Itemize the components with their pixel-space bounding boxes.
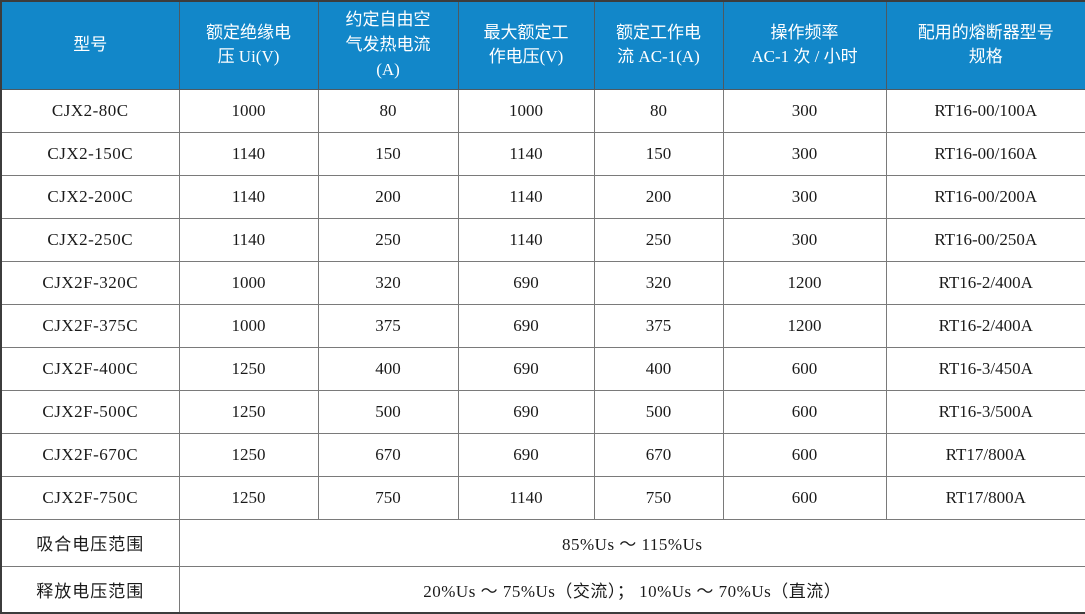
cell-max-working-voltage: 1140: [457, 217, 595, 262]
cell-working-current: 400: [593, 346, 724, 391]
table-body: CJX2-80C 1000 80 1000 80 300 RT16-00/100…: [0, 88, 1085, 520]
cell-thermal-current: 250: [317, 217, 459, 262]
column-header-working-current: 额定工作电 流 AC-1(A): [593, 0, 724, 90]
column-header-model: 型号: [0, 0, 180, 90]
cell-insulation-voltage: 1000: [178, 260, 319, 305]
cell-thermal-current: 150: [317, 131, 459, 176]
cell-model: CJX2F-670C: [0, 432, 180, 477]
cell-insulation-voltage: 1250: [178, 432, 319, 477]
table-row: CJX2F-375C 1000 375 690 375 1200 RT16-2/…: [0, 303, 1085, 348]
cell-model: CJX2-250C: [0, 217, 180, 262]
table-row: CJX2F-320C 1000 320 690 320 1200 RT16-2/…: [0, 260, 1085, 305]
cell-max-working-voltage: 690: [457, 303, 595, 348]
cell-thermal-current: 670: [317, 432, 459, 477]
cell-insulation-voltage: 1250: [178, 475, 319, 520]
cell-model: CJX2-80C: [0, 88, 180, 133]
cell-thermal-current: 500: [317, 389, 459, 434]
table-footer: 吸合电压范围 85%Us ～ 115%Us 释放电压范围 20%Us ～ 75%…: [0, 518, 1085, 614]
cell-operating-frequency: 1200: [722, 260, 887, 305]
cell-model: CJX2F-320C: [0, 260, 180, 305]
cell-working-current: 200: [593, 174, 724, 219]
cell-thermal-current: 375: [317, 303, 459, 348]
cell-operating-frequency: 600: [722, 432, 887, 477]
cell-max-working-voltage: 1000: [457, 88, 595, 133]
column-header-operating-frequency: 操作频率 AC-1 次 / 小时: [722, 0, 887, 90]
table-row: CJX2-150C 1140 150 1140 150 300 RT16-00/…: [0, 131, 1085, 176]
cell-working-current: 80: [593, 88, 724, 133]
cell-insulation-voltage: 1140: [178, 174, 319, 219]
cell-insulation-voltage: 1250: [178, 389, 319, 434]
cell-working-current: 150: [593, 131, 724, 176]
cell-thermal-current: 200: [317, 174, 459, 219]
cell-max-working-voltage: 1140: [457, 174, 595, 219]
cell-fuse-spec: RT16-3/500A: [885, 389, 1085, 434]
cell-fuse-spec: RT16-00/250A: [885, 217, 1085, 262]
cell-model: CJX2F-750C: [0, 475, 180, 520]
cell-insulation-voltage: 1140: [178, 131, 319, 176]
cell-insulation-voltage: 1250: [178, 346, 319, 391]
release-voltage-label: 释放电压范围: [0, 565, 180, 614]
cell-insulation-voltage: 1000: [178, 88, 319, 133]
table-row: CJX2F-400C 1250 400 690 400 600 RT16-3/4…: [0, 346, 1085, 391]
pickup-voltage-label: 吸合电压范围: [0, 518, 180, 567]
cell-max-working-voltage: 690: [457, 346, 595, 391]
cell-insulation-voltage: 1140: [178, 217, 319, 262]
cell-max-working-voltage: 1140: [457, 131, 595, 176]
cell-max-working-voltage: 690: [457, 432, 595, 477]
table-row: CJX2-200C 1140 200 1140 200 300 RT16-00/…: [0, 174, 1085, 219]
table-row: CJX2F-500C 1250 500 690 500 600 RT16-3/5…: [0, 389, 1085, 434]
pickup-voltage-value: 85%Us ～ 115%Us: [178, 518, 1085, 567]
release-voltage-value: 20%Us ～ 75%Us（交流）； 10%Us ～ 70%Us（直流）: [178, 565, 1085, 614]
cell-max-working-voltage: 690: [457, 389, 595, 434]
cell-thermal-current: 80: [317, 88, 459, 133]
cell-operating-frequency: 300: [722, 131, 887, 176]
cell-model: CJX2F-400C: [0, 346, 180, 391]
cell-fuse-spec: RT16-2/400A: [885, 260, 1085, 305]
column-header-fuse-spec: 配用的熔断器型号 规格: [885, 0, 1085, 90]
pickup-voltage-row: 吸合电压范围 85%Us ～ 115%Us: [0, 518, 1085, 567]
cell-working-current: 500: [593, 389, 724, 434]
cell-model: CJX2F-500C: [0, 389, 180, 434]
cell-operating-frequency: 1200: [722, 303, 887, 348]
cell-model: CJX2-150C: [0, 131, 180, 176]
cell-working-current: 750: [593, 475, 724, 520]
cell-fuse-spec: RT16-00/100A: [885, 88, 1085, 133]
cell-operating-frequency: 600: [722, 389, 887, 434]
cell-fuse-spec: RT16-00/200A: [885, 174, 1085, 219]
release-voltage-row: 释放电压范围 20%Us ～ 75%Us（交流）； 10%Us ～ 70%Us（…: [0, 565, 1085, 614]
table-row: CJX2F-670C 1250 670 690 670 600 RT17/800…: [0, 432, 1085, 477]
cell-fuse-spec: RT16-3/450A: [885, 346, 1085, 391]
column-header-max-working-voltage: 最大额定工 作电压(V): [457, 0, 595, 90]
cell-working-current: 670: [593, 432, 724, 477]
cell-operating-frequency: 600: [722, 346, 887, 391]
cell-working-current: 320: [593, 260, 724, 305]
cell-fuse-spec: RT16-2/400A: [885, 303, 1085, 348]
cell-max-working-voltage: 1140: [457, 475, 595, 520]
cell-fuse-spec: RT17/800A: [885, 432, 1085, 477]
header-row: 型号 额定绝缘电 压 Ui(V) 约定自由空 气发热电流 (A) 最大额定工 作…: [0, 0, 1085, 90]
cell-fuse-spec: RT16-00/160A: [885, 131, 1085, 176]
cell-operating-frequency: 600: [722, 475, 887, 520]
cell-operating-frequency: 300: [722, 174, 887, 219]
cell-operating-frequency: 300: [722, 217, 887, 262]
column-header-thermal-current: 约定自由空 气发热电流 (A): [317, 0, 459, 90]
cell-model: CJX2-200C: [0, 174, 180, 219]
table-row: CJX2F-750C 1250 750 1140 750 600 RT17/80…: [0, 475, 1085, 520]
table-row: CJX2-250C 1140 250 1140 250 300 RT16-00/…: [0, 217, 1085, 262]
cell-thermal-current: 750: [317, 475, 459, 520]
cell-working-current: 250: [593, 217, 724, 262]
cell-thermal-current: 400: [317, 346, 459, 391]
cell-insulation-voltage: 1000: [178, 303, 319, 348]
cell-max-working-voltage: 690: [457, 260, 595, 305]
cell-fuse-spec: RT17/800A: [885, 475, 1085, 520]
cell-operating-frequency: 300: [722, 88, 887, 133]
cell-thermal-current: 320: [317, 260, 459, 305]
table-row: CJX2-80C 1000 80 1000 80 300 RT16-00/100…: [0, 88, 1085, 133]
table-header: 型号 额定绝缘电 压 Ui(V) 约定自由空 气发热电流 (A) 最大额定工 作…: [0, 0, 1085, 90]
column-header-insulation-voltage: 额定绝缘电 压 Ui(V): [178, 0, 319, 90]
cell-model: CJX2F-375C: [0, 303, 180, 348]
cell-working-current: 375: [593, 303, 724, 348]
